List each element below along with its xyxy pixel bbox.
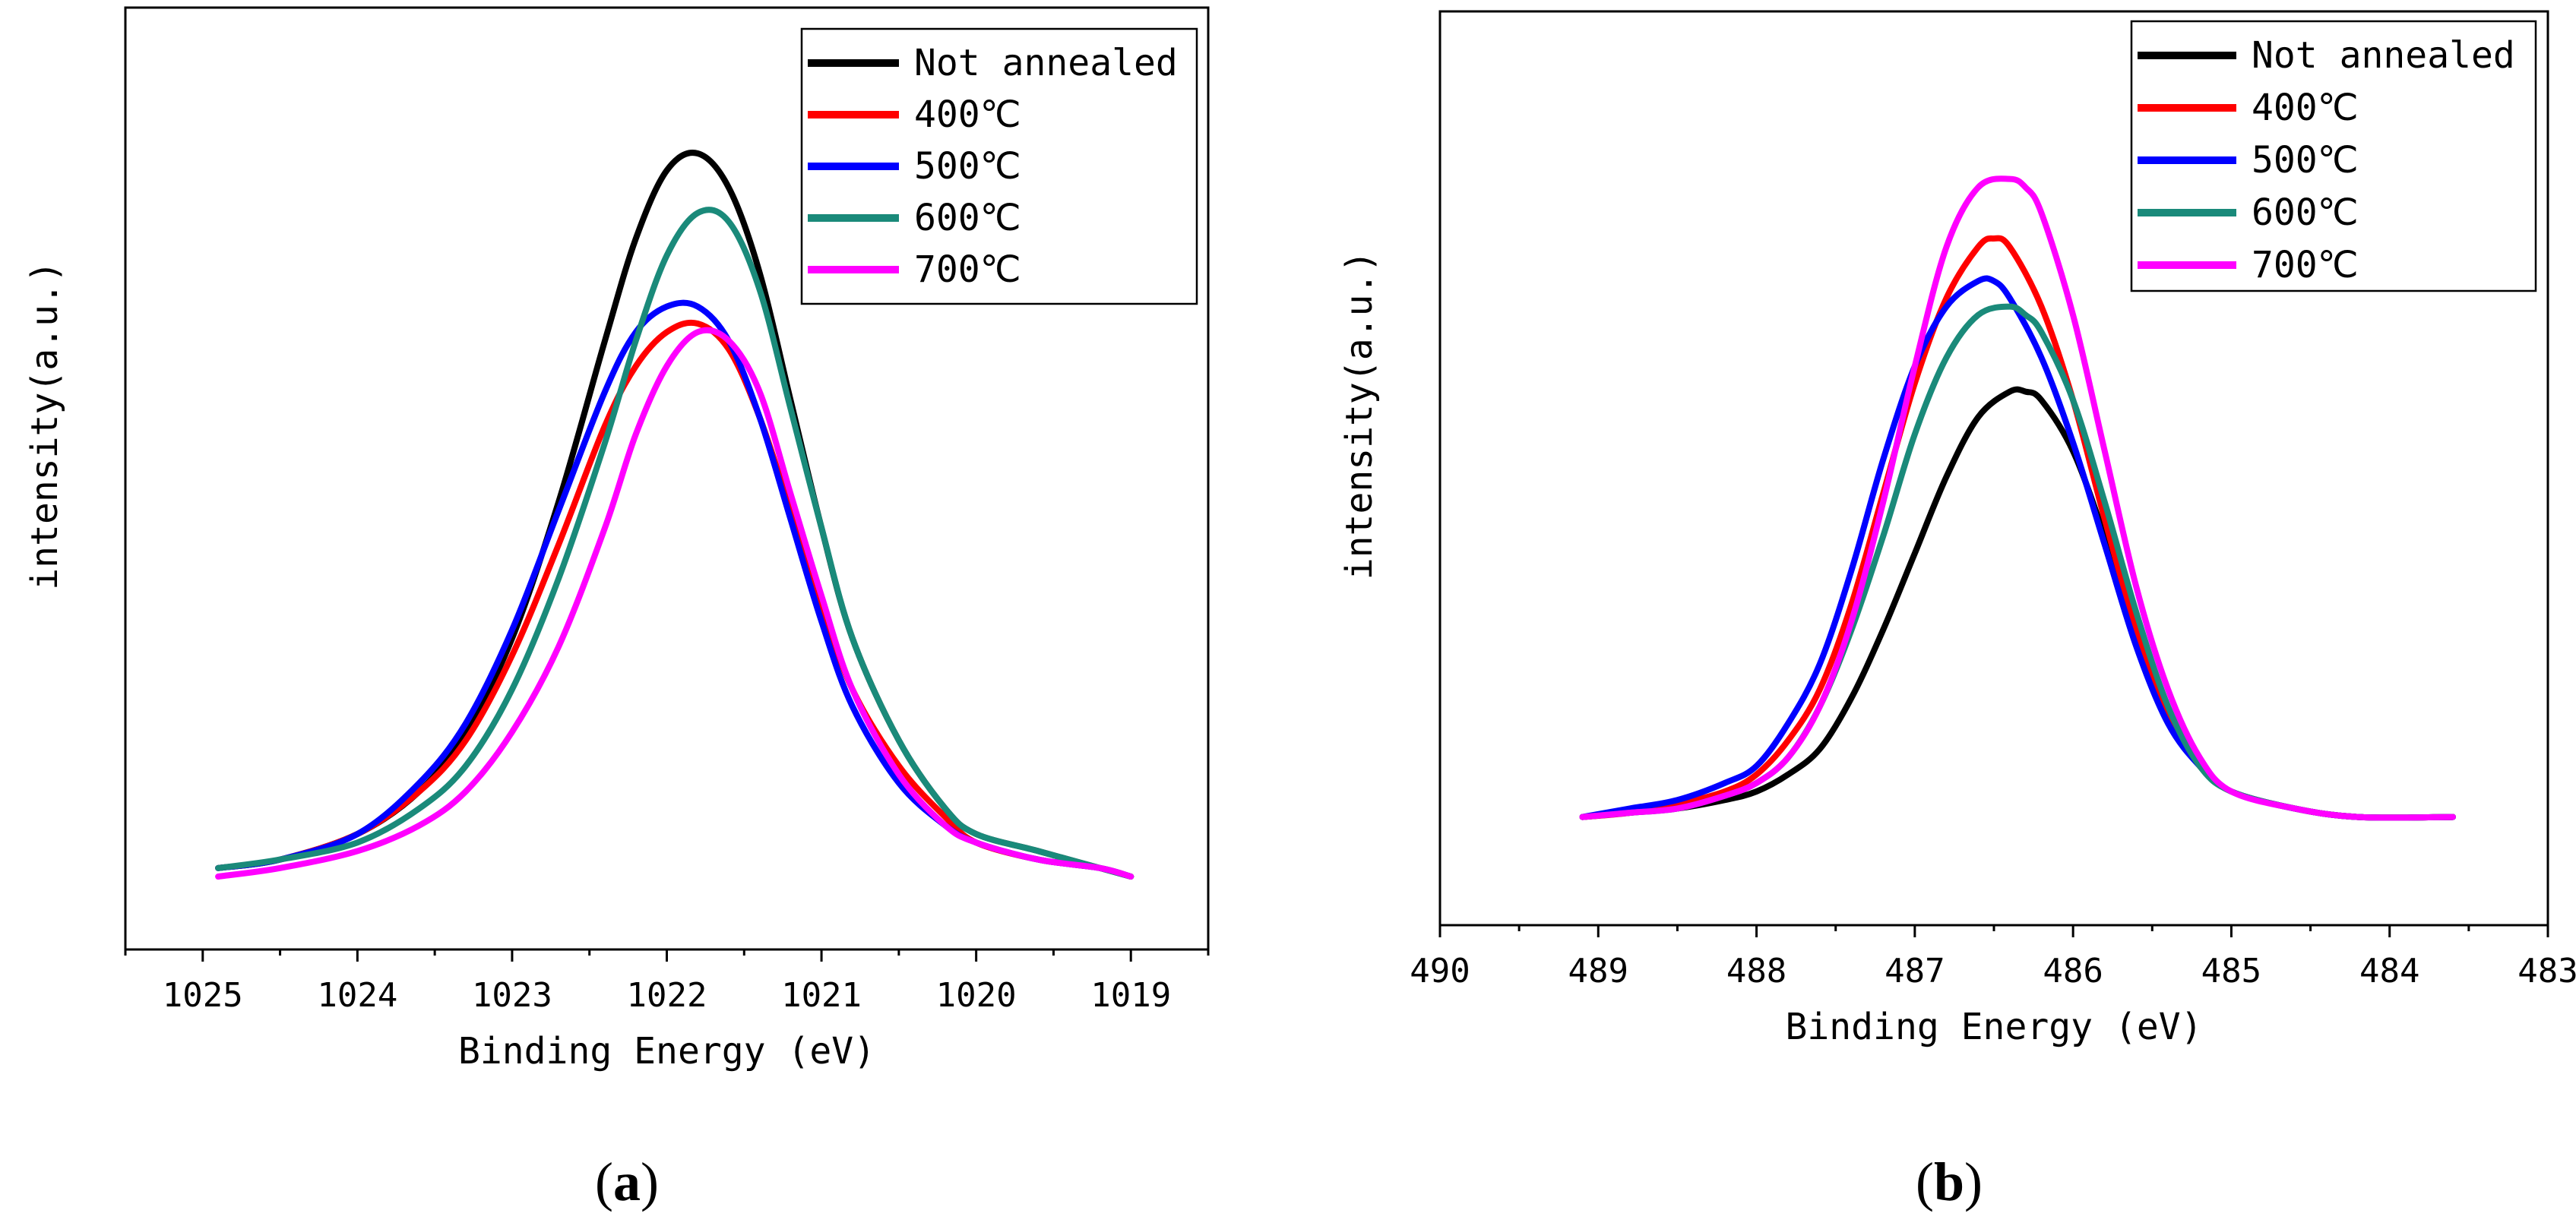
panel-b-x-tick-label: 489 <box>1568 952 1628 990</box>
panel-b-legend: Not annealed 400℃ 500℃ 600℃ 700℃ <box>2130 20 2537 292</box>
panel-a-series-700 <box>215 327 1135 880</box>
panel-a-legend-label-not-annealed: Not annealed <box>914 42 1178 84</box>
panel-a-legend-label-500: 500℃ <box>914 145 1021 188</box>
panel-b-legend-label-700: 700℃ <box>2252 244 2359 286</box>
panel-b-series-600 <box>1579 303 2456 821</box>
panel-a-x-tick-label: 1020 <box>936 976 1017 1015</box>
panel-a-series-600 <box>215 207 1135 880</box>
panel-b-x-axis-label: Binding Energy (eV) <box>1785 1006 2202 1048</box>
panel-b-label: (b) <box>1916 1152 1983 1212</box>
panel-b-x-tick-label: 484 <box>2359 952 2419 990</box>
panel-a-x-tick-label: 1025 <box>163 976 243 1015</box>
panel-a-x-tick-label: 1021 <box>781 976 862 1015</box>
panel-b-series-not-annealed <box>1579 386 2456 821</box>
panel-b-x-tick-label: 483 <box>2517 952 2576 990</box>
panel-b: 490 489 488 487 486 485 484 483 Binding Energy (… <box>1338 10 2576 1048</box>
panel-b-legend-label-600: 600℃ <box>2252 191 2359 234</box>
panel-a-legend: Not annealed 400℃ 500℃ 600℃ 700℃ <box>800 27 1198 305</box>
panel-a-letter: a <box>613 1152 641 1212</box>
panel-a-legend-label-700: 700℃ <box>914 248 1021 291</box>
panel-b-letter: b <box>1934 1152 1964 1212</box>
panel-a-x-tick-label: 1024 <box>317 976 397 1015</box>
panel-b-x-tick-label: 485 <box>2201 952 2261 990</box>
panel-b-legend-box <box>2130 20 2537 292</box>
panel-b-legend-label-500: 500℃ <box>2252 139 2359 182</box>
panel-b-series-400 <box>1579 235 2456 821</box>
panel-a-y-axis-label: intensity(a.u.) <box>24 261 66 589</box>
panel-a: 1025 1024 1023 1022 1021 1020 1019 Binding Ener… <box>24 6 1210 1073</box>
panel-b-x-tick-label: 487 <box>1885 952 1945 990</box>
panel-a-label: (a) <box>595 1152 659 1212</box>
panel-b-x-tick-label: 488 <box>1726 952 1786 990</box>
panel-b-series-500 <box>1579 275 2456 821</box>
panel-a-legend-label-400: 400℃ <box>914 93 1021 136</box>
panel-b-series-700 <box>1579 175 2456 821</box>
panel-a-x-axis-label: Binding Energy (eV) <box>458 1030 875 1073</box>
panel-a-series-500 <box>215 299 1135 880</box>
panel-a-series-400 <box>215 319 1135 880</box>
panel-a-x-tick-label: 1023 <box>472 976 552 1015</box>
panel-b-legend-label-400: 400℃ <box>2252 87 2359 129</box>
panel-b-legend-label-not-annealed: Not annealed <box>2252 34 2515 77</box>
panel-a-legend-label-600: 600℃ <box>914 197 1021 239</box>
panel-b-y-axis-label: intensity(a.u.) <box>1338 251 1381 580</box>
panel-b-x-tick-label: 490 <box>1410 952 1470 990</box>
panel-b-x-tick-label: 486 <box>2043 952 2103 990</box>
panel-a-x-tick-label: 1019 <box>1090 976 1171 1015</box>
panel-a-x-tick-label: 1022 <box>627 976 707 1015</box>
